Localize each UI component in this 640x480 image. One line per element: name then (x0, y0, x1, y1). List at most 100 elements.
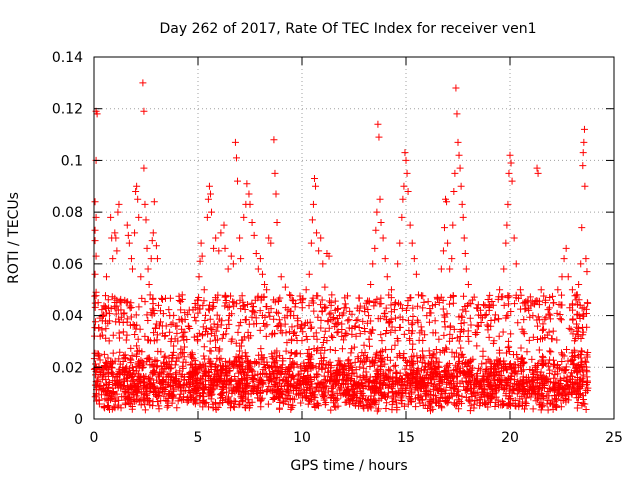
data-point (374, 373, 382, 381)
data-point (384, 384, 392, 392)
data-point (225, 320, 233, 328)
data-point (310, 345, 318, 353)
data-point (556, 310, 564, 318)
data-point (116, 348, 124, 356)
data-point (283, 386, 291, 394)
data-point (177, 306, 185, 314)
data-point (132, 311, 140, 319)
data-point (270, 394, 278, 402)
data-point (136, 360, 144, 368)
data-point (355, 402, 363, 410)
data-point (316, 301, 324, 309)
data-point (192, 360, 200, 368)
data-point (408, 321, 416, 329)
data-point (338, 326, 346, 334)
data-point (458, 325, 466, 333)
data-point (366, 342, 374, 350)
data-point (353, 389, 361, 397)
data-point (524, 297, 532, 305)
data-point (126, 304, 134, 312)
data-point (235, 379, 243, 387)
data-point (217, 390, 225, 398)
data-point (229, 298, 237, 306)
data-point (381, 360, 389, 368)
data-point (221, 293, 229, 301)
data-point (257, 345, 265, 353)
data-point (486, 357, 494, 365)
data-point (582, 406, 590, 414)
data-point (568, 383, 576, 391)
data-point (310, 175, 318, 183)
data-point (187, 353, 195, 361)
data-point (325, 252, 333, 260)
data-point (442, 344, 450, 352)
data-point (317, 324, 325, 332)
data-point (154, 347, 162, 355)
data-point (404, 316, 412, 324)
data-point (577, 354, 585, 362)
data-point (409, 340, 417, 348)
data-point (244, 396, 252, 404)
data-point (577, 347, 585, 355)
data-point (132, 352, 140, 360)
data-point (341, 331, 349, 339)
data-point (504, 294, 512, 302)
data-point (208, 208, 216, 216)
data-point (281, 370, 289, 378)
data-point (303, 335, 311, 343)
data-point (430, 350, 438, 358)
data-point (135, 347, 143, 355)
data-point (149, 295, 157, 303)
data-point (333, 321, 341, 329)
data-point (396, 239, 404, 247)
data-point (539, 395, 547, 403)
data-point (160, 353, 168, 361)
data-point (177, 383, 185, 391)
data-point (156, 307, 164, 315)
data-point (466, 396, 474, 404)
data-point (102, 273, 110, 281)
data-point (221, 302, 229, 310)
data-point (104, 369, 112, 377)
data-point (367, 281, 375, 289)
data-point (368, 356, 376, 364)
data-point (452, 401, 460, 409)
data-point (114, 381, 122, 389)
data-point (548, 335, 556, 343)
data-point (568, 301, 576, 309)
data-point (196, 391, 204, 399)
data-point (302, 333, 310, 341)
data-point (390, 306, 398, 314)
data-point (321, 364, 329, 372)
data-point (140, 164, 148, 172)
data-point (197, 374, 205, 382)
data-point (413, 377, 421, 385)
data-point (166, 361, 174, 369)
data-point (353, 372, 361, 380)
data-point (215, 247, 223, 255)
data-point (111, 294, 119, 302)
data-point (107, 213, 115, 221)
data-point (387, 328, 395, 336)
data-point (340, 309, 348, 317)
data-point (201, 355, 209, 363)
data-point (514, 378, 522, 386)
data-point (336, 365, 344, 373)
data-point (408, 239, 416, 247)
data-point (467, 321, 475, 329)
data-point (343, 330, 351, 338)
data-point (558, 351, 566, 359)
data-point (210, 244, 218, 252)
data-point (465, 369, 473, 377)
data-point (312, 329, 320, 337)
data-point (355, 307, 363, 315)
data-point (109, 255, 117, 263)
data-point (214, 370, 222, 378)
data-point (297, 324, 305, 332)
data-point (389, 398, 397, 406)
data-point (466, 407, 474, 415)
data-point (449, 299, 457, 307)
data-point (302, 393, 310, 401)
data-point (243, 375, 251, 383)
data-point (327, 309, 335, 317)
